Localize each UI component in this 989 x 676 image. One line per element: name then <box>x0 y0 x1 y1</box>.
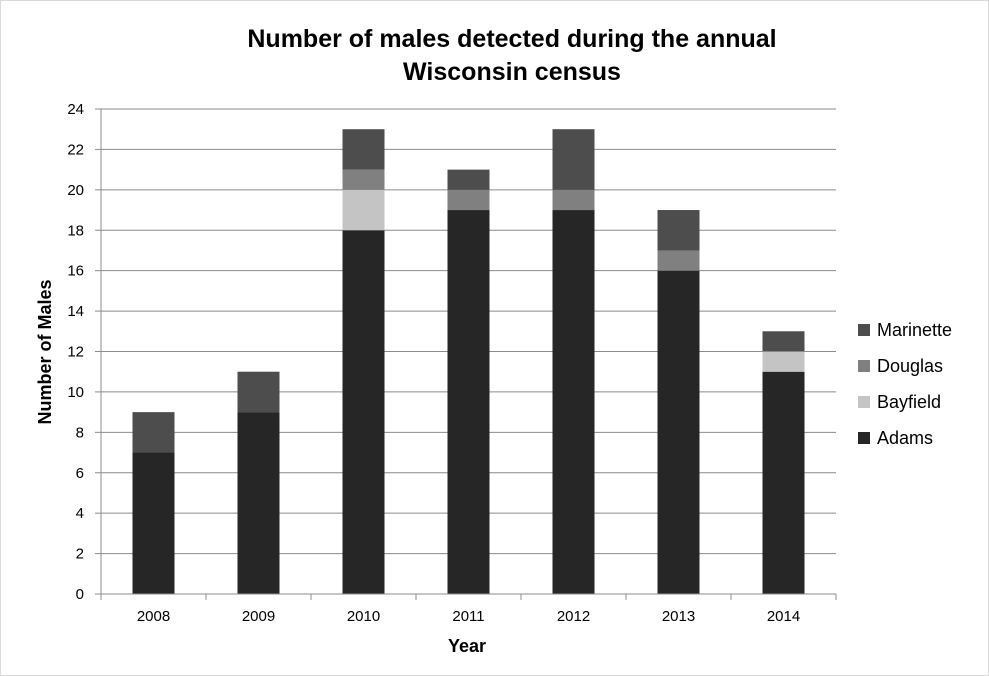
bar-segment-douglas <box>552 189 595 211</box>
y-tick-label: 18 <box>67 222 84 239</box>
bar-segment-marinette <box>132 412 175 453</box>
bar-segment-marinette <box>447 169 490 190</box>
bar-segment-marinette <box>762 331 805 352</box>
legend-swatch-marinette <box>858 324 870 336</box>
bar-segment-bayfield <box>762 351 805 372</box>
x-tick-label: 2012 <box>557 608 590 625</box>
bar-segment-marinette <box>552 129 595 190</box>
y-tick-label: 20 <box>67 182 84 199</box>
legend-swatch-douglas <box>858 360 870 372</box>
y-tick-label: 16 <box>67 263 84 280</box>
y-tick-label: 6 <box>76 465 84 482</box>
y-tick-label: 4 <box>76 505 84 522</box>
chart-title-line-2: Wisconsin census <box>403 58 621 86</box>
legend-label-douglas: Douglas <box>877 356 943 376</box>
bar-segment-adams <box>552 210 595 594</box>
legend-label-adams: Adams <box>877 428 933 448</box>
y-tick-label: 14 <box>67 303 84 320</box>
y-tick-label: 22 <box>67 141 84 158</box>
x-axis-title: Year <box>448 636 486 656</box>
bar-segment-marinette <box>657 210 700 251</box>
legend-swatch-bayfield <box>858 396 870 408</box>
legend-label-marinette: Marinette <box>877 320 952 340</box>
y-tick-label: 8 <box>76 424 84 441</box>
x-tick-label: 2008 <box>137 608 170 625</box>
y-tick-label: 24 <box>67 101 84 118</box>
legend-label-bayfield: Bayfield <box>877 392 941 412</box>
bar-segment-douglas <box>657 250 700 271</box>
bar-segment-bayfield <box>342 189 385 231</box>
y-tick-label: 10 <box>67 384 84 401</box>
bar-segment-marinette <box>237 371 280 413</box>
x-tick-label: 2011 <box>452 608 484 625</box>
bar-segment-douglas <box>447 189 490 211</box>
legend-swatch-adams <box>858 432 870 444</box>
bars <box>132 129 805 594</box>
bar-segment-marinette <box>342 129 385 170</box>
y-tick-label: 12 <box>67 344 84 361</box>
bar-segment-adams <box>657 270 700 594</box>
bar-segment-adams <box>762 371 805 594</box>
x-tick-label: 2009 <box>242 608 275 625</box>
x-tick-label: 2013 <box>662 608 695 625</box>
y-axis-title: Number of Males <box>35 279 55 424</box>
bar-segment-adams <box>342 230 385 594</box>
y-tick-label: 0 <box>76 586 84 603</box>
bar-segment-adams <box>447 210 490 594</box>
bar-segment-adams <box>237 412 280 594</box>
x-tick-label: 2014 <box>767 608 800 625</box>
y-tick-label: 2 <box>76 546 84 563</box>
chart-title-line-1: Number of males detected during the annu… <box>247 25 776 53</box>
x-tick-label: 2010 <box>347 608 380 625</box>
bar-segment-douglas <box>342 169 385 190</box>
axes <box>95 108 837 600</box>
bar-segment-adams <box>132 452 175 594</box>
legend: Marinette Douglas Bayfield Adams <box>858 320 952 448</box>
